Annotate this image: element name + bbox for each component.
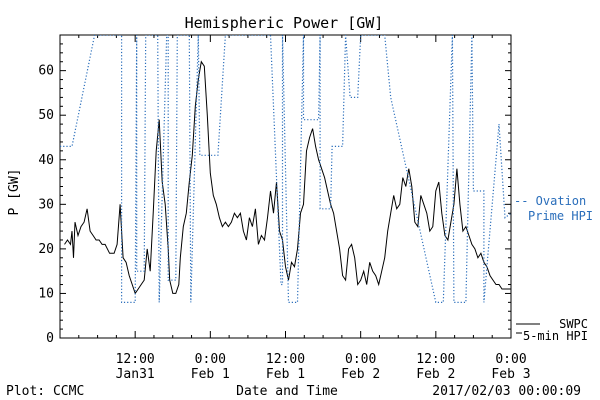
- x-tick-label-date: Feb 1: [266, 367, 305, 382]
- y-axis-label: P [GW]: [7, 169, 22, 216]
- footer-timestamp: 2017/02/03 00:00:09: [432, 384, 581, 399]
- x-tick-label-time: 0:00: [345, 352, 376, 367]
- footer-plot-credit: Plot: CCMC: [6, 384, 84, 399]
- x-tick-label-time: 12:00: [116, 352, 155, 367]
- y-tick-label: 20: [38, 242, 54, 257]
- y-tick-label: 30: [38, 197, 54, 212]
- y-tick-label: 40: [38, 153, 54, 168]
- chart-title: Hemispheric Power [GW]: [185, 14, 384, 32]
- legend-label-swpc: 5-min HPI: [523, 329, 588, 343]
- legend-label-ovation: Prime HPI: [528, 209, 593, 223]
- x-tick-label-date: Feb 3: [491, 367, 530, 382]
- x-tick-label-time: 0:00: [495, 352, 526, 367]
- legend-label-ovation: -- Ovation: [514, 194, 586, 208]
- y-tick-label: 50: [38, 108, 54, 123]
- x-tick-label-time: 0:00: [195, 352, 226, 367]
- y-tick-label: 10: [38, 286, 54, 301]
- x-tick-label-time: 12:00: [266, 352, 305, 367]
- plot-frame: [59, 34, 512, 339]
- x-tick-label-date: Feb 2: [416, 367, 455, 382]
- y-tick-label: 0: [46, 331, 54, 346]
- x-tick-label-date: Feb 2: [341, 367, 380, 382]
- x-axis-label: Date and Time: [236, 384, 338, 399]
- y-tick-label: 60: [38, 64, 54, 79]
- legend-label-swpc: SWPC: [559, 317, 588, 331]
- series-line-swpc-hpi: [64, 60, 511, 295]
- x-tick-label-time: 12:00: [416, 352, 455, 367]
- x-tick-label-date: Feb 1: [191, 367, 230, 382]
- x-tick-label-date: Jan31: [116, 367, 155, 382]
